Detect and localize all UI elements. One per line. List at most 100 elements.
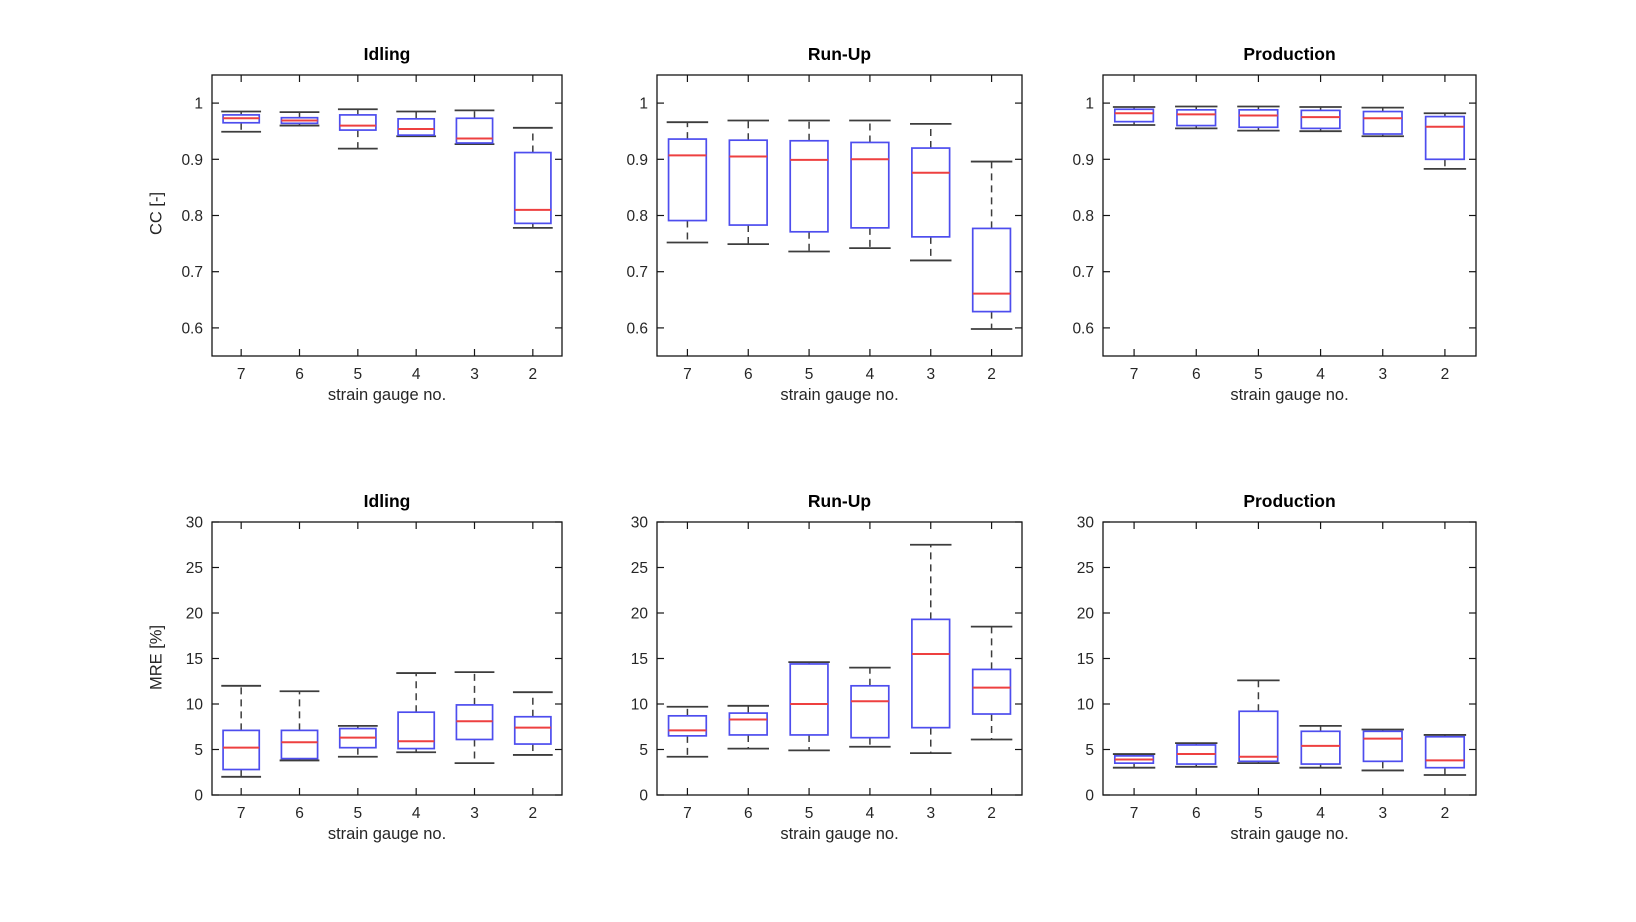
y-tick-label: 25 bbox=[631, 560, 648, 577]
axes-frame bbox=[211, 74, 563, 357]
y-tick-label: 0 bbox=[1085, 788, 1094, 805]
box-gauge-3 bbox=[1361, 106, 1404, 138]
y-tick-label: 20 bbox=[1077, 606, 1095, 623]
box-gauge-3 bbox=[454, 671, 495, 765]
x-tick-label: 3 bbox=[926, 805, 935, 822]
box-gauge-6 bbox=[279, 111, 320, 127]
box-gauge-3 bbox=[1361, 728, 1404, 772]
x-tick-label: 3 bbox=[470, 805, 479, 822]
x-tick-label: 4 bbox=[866, 366, 875, 383]
x-tick-label: 5 bbox=[805, 366, 814, 383]
y-tick-label: 0.7 bbox=[181, 264, 203, 281]
x-tick-label: 7 bbox=[237, 366, 246, 383]
ylabel-cc: CC [-] bbox=[147, 191, 166, 236]
box-gauge-2 bbox=[512, 126, 553, 229]
y-tick-label: 20 bbox=[631, 606, 649, 623]
y-tick-label: 0.8 bbox=[626, 208, 648, 225]
axes-frame bbox=[656, 521, 1023, 796]
y-tick-label: 10 bbox=[1077, 697, 1095, 714]
x-tick-label: 6 bbox=[744, 366, 753, 383]
y-tick-label: 1 bbox=[194, 96, 203, 113]
y-tick-label: 15 bbox=[186, 651, 203, 668]
box-gauge-3 bbox=[910, 122, 952, 262]
y-tick-label: 0.8 bbox=[1072, 208, 1094, 225]
box-gauge-6 bbox=[727, 704, 769, 750]
x-tick-label: 2 bbox=[1441, 366, 1450, 383]
title-cc-production: Production bbox=[1243, 44, 1336, 64]
xlabel-mre-production: strain gauge no. bbox=[1230, 825, 1349, 843]
x-tick-label: 6 bbox=[295, 805, 304, 822]
y-tick-label: 1 bbox=[1085, 96, 1094, 113]
box-gauge-2 bbox=[512, 691, 553, 756]
x-tick-label: 3 bbox=[470, 366, 479, 383]
subplot-mre-production: 0 5 10 15 20 25 30 7 6 5 4 3 2 bbox=[1077, 515, 1477, 822]
box-gauge-4 bbox=[1299, 106, 1342, 133]
x-tick-label: 5 bbox=[1254, 805, 1263, 822]
x-tick-label: 5 bbox=[354, 805, 363, 822]
y-tick-label: 10 bbox=[631, 697, 649, 714]
y-tick-label: 15 bbox=[631, 651, 648, 668]
x-tick-label: 3 bbox=[1378, 805, 1387, 822]
x-tick-label: 3 bbox=[1378, 366, 1387, 383]
y-tick-label: 0.7 bbox=[1072, 264, 1094, 281]
y-tick-label: 0.9 bbox=[181, 152, 203, 169]
box-gauge-3 bbox=[910, 543, 952, 755]
box-gauge-5 bbox=[337, 724, 378, 758]
x-tick-label: 4 bbox=[1316, 805, 1325, 822]
subplot-cc-run-up: 0.6 0.7 0.8 0.9 1 7 6 5 4 3 2 bbox=[626, 74, 1023, 383]
y-tick-label: 25 bbox=[186, 560, 203, 577]
title-cc-idling: Idling bbox=[363, 44, 411, 64]
x-tick-label: 7 bbox=[1130, 805, 1139, 822]
title-mre-idling: Idling bbox=[363, 491, 411, 511]
y-tick-label: 20 bbox=[186, 606, 204, 623]
x-tick-label: 6 bbox=[295, 366, 304, 383]
x-tick-label: 3 bbox=[926, 366, 935, 383]
y-tick-label: 30 bbox=[1077, 515, 1095, 532]
box-gauge-4 bbox=[849, 119, 891, 249]
y-tick-label: 0 bbox=[639, 788, 648, 805]
y-tick-label: 0 bbox=[194, 788, 203, 805]
box-gauge-2 bbox=[1423, 112, 1467, 170]
box-gauge-2 bbox=[970, 160, 1013, 330]
xlabel-mre-runup: strain gauge no. bbox=[780, 825, 899, 843]
box-gauge-7 bbox=[666, 705, 709, 758]
box-gauge-7 bbox=[221, 684, 262, 778]
ylabel-mre: MRE [%] bbox=[147, 624, 166, 691]
axes-frame bbox=[1102, 521, 1477, 796]
x-tick-label: 5 bbox=[1254, 366, 1263, 383]
y-tick-label: 5 bbox=[194, 742, 203, 759]
x-tick-label: 7 bbox=[683, 366, 692, 383]
box-gauge-6 bbox=[727, 119, 769, 246]
y-tick-label: 0.6 bbox=[1072, 320, 1094, 337]
box-gauge-4 bbox=[1299, 724, 1342, 769]
subplot-cc-idling: 0.6 0.7 0.8 0.9 1 7 6 5 4 3 2 bbox=[181, 74, 563, 383]
box-gauge-2 bbox=[1423, 734, 1467, 776]
box-gauge-5 bbox=[337, 108, 378, 150]
box-gauge-5 bbox=[1237, 105, 1280, 132]
box-gauge-7 bbox=[1112, 106, 1156, 126]
y-tick-label: 30 bbox=[631, 515, 649, 532]
axes-frame bbox=[656, 74, 1023, 357]
box-gauge-4 bbox=[849, 666, 891, 748]
subplot-mre-run-up: 0 5 10 15 20 25 30 7 6 5 4 3 2 bbox=[631, 515, 1023, 822]
box-gauge-6 bbox=[279, 690, 320, 762]
axes-frame bbox=[1102, 74, 1477, 357]
xlabel-cc-runup: strain gauge no. bbox=[780, 386, 899, 404]
y-tick-label: 0.6 bbox=[626, 320, 648, 337]
box-gauge-5 bbox=[1237, 679, 1280, 765]
x-tick-label: 6 bbox=[1192, 366, 1201, 383]
y-tick-label: 0.6 bbox=[181, 320, 203, 337]
box-gauge-5 bbox=[788, 119, 830, 253]
y-tick-label: 10 bbox=[186, 697, 204, 714]
box-gauge-5 bbox=[788, 661, 830, 752]
x-tick-label: 2 bbox=[529, 805, 538, 822]
x-tick-label: 6 bbox=[1192, 805, 1201, 822]
box-gauge-7 bbox=[221, 110, 262, 133]
x-tick-label: 7 bbox=[683, 805, 692, 822]
x-tick-label: 2 bbox=[987, 366, 996, 383]
box-gauge-4 bbox=[396, 672, 437, 754]
xlabel-mre-idling: strain gauge no. bbox=[327, 825, 447, 843]
x-tick-label: 4 bbox=[1316, 366, 1325, 383]
y-tick-label: 0.7 bbox=[626, 264, 648, 281]
